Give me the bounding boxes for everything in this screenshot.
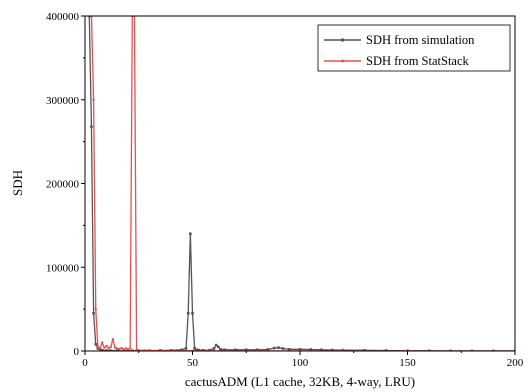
data-point xyxy=(427,349,431,351)
data-point xyxy=(272,346,276,350)
data-point xyxy=(208,348,211,351)
x-tick-label-1: 50 xyxy=(187,357,199,369)
legend-label-simulation: SDH from simulation xyxy=(366,33,475,47)
x-tick-label-2: 100 xyxy=(292,357,309,369)
data-point xyxy=(124,347,128,350)
data-point xyxy=(100,348,104,351)
data-point xyxy=(115,349,119,351)
data-point xyxy=(111,338,115,341)
data-point xyxy=(255,348,259,351)
data-point xyxy=(363,349,366,351)
data-point xyxy=(92,98,95,101)
data-point xyxy=(180,348,184,351)
data-point xyxy=(96,347,100,350)
data-point xyxy=(277,346,280,349)
data-point xyxy=(94,343,98,346)
data-point xyxy=(191,312,194,315)
data-point xyxy=(113,346,117,349)
data-point xyxy=(234,348,237,351)
data-point xyxy=(92,312,95,315)
legend-box xyxy=(317,24,511,72)
y-tick-label-0: 0 xyxy=(74,346,80,358)
x-tick-label-3: 150 xyxy=(399,357,416,369)
data-point xyxy=(266,348,270,351)
legend-marker-simulation xyxy=(341,38,344,42)
data-point xyxy=(189,232,192,236)
data-point xyxy=(309,348,313,351)
data-point xyxy=(135,348,138,351)
data-point xyxy=(384,349,388,351)
data-point xyxy=(120,346,123,350)
data-point xyxy=(109,345,113,349)
data-point xyxy=(201,349,205,351)
data-point xyxy=(126,348,130,351)
data-point xyxy=(197,348,201,351)
data-point xyxy=(449,349,452,351)
data-point xyxy=(470,349,474,351)
data-point xyxy=(219,348,222,351)
data-point xyxy=(217,345,220,349)
x-axis-label: cactusADM (L1 cache, 32KB, 4-way, LRU) xyxy=(185,374,415,389)
data-point xyxy=(109,349,113,351)
data-point xyxy=(105,344,108,348)
y-axis-label: SDH xyxy=(10,170,25,196)
data-point xyxy=(214,343,218,347)
data-point xyxy=(103,346,106,349)
legend-entry-statstack: SDH from StatStack xyxy=(324,54,470,68)
data-point xyxy=(96,345,100,349)
data-point xyxy=(98,347,102,350)
y-tick-label-4: 400000 xyxy=(46,11,80,23)
x-tick-label-4: 200 xyxy=(507,357,524,369)
data-point xyxy=(101,341,104,344)
data-point xyxy=(244,348,248,351)
data-point xyxy=(128,347,132,350)
data-point xyxy=(320,348,323,351)
y-tick-label-1: 100000 xyxy=(46,262,80,274)
legend-marker-statstack xyxy=(341,59,344,63)
data-point xyxy=(287,348,291,351)
data-point xyxy=(94,307,97,311)
x-tick-label-0: 0 xyxy=(82,357,88,369)
data-point xyxy=(118,347,121,351)
data-point xyxy=(492,349,495,351)
data-point xyxy=(131,349,134,351)
data-point xyxy=(116,347,119,350)
legend: SDH from simulation SDH from StatStack xyxy=(317,24,511,72)
ticks-layer: 0 50 100 150 200 0 100000 200000 300000 400000 xyxy=(46,11,524,369)
data-point xyxy=(330,348,334,351)
data-point xyxy=(105,349,108,351)
data-point xyxy=(212,347,216,350)
data-point xyxy=(184,347,188,350)
data-point xyxy=(107,347,110,350)
legend-label-statstack: SDH from StatStack xyxy=(366,54,470,68)
data-point xyxy=(137,348,140,351)
data-point xyxy=(298,348,302,351)
y-tick-label-2: 200000 xyxy=(46,179,80,191)
data-point xyxy=(122,348,125,351)
legend-entry-simulation: SDH from simulation xyxy=(324,33,475,47)
data-point xyxy=(281,347,285,350)
data-point xyxy=(223,348,227,351)
data-point xyxy=(98,348,102,351)
data-point xyxy=(186,312,190,315)
data-point xyxy=(195,348,199,351)
data-point xyxy=(193,347,196,350)
y-tick-label-3: 300000 xyxy=(46,95,80,107)
data-point xyxy=(90,125,93,128)
